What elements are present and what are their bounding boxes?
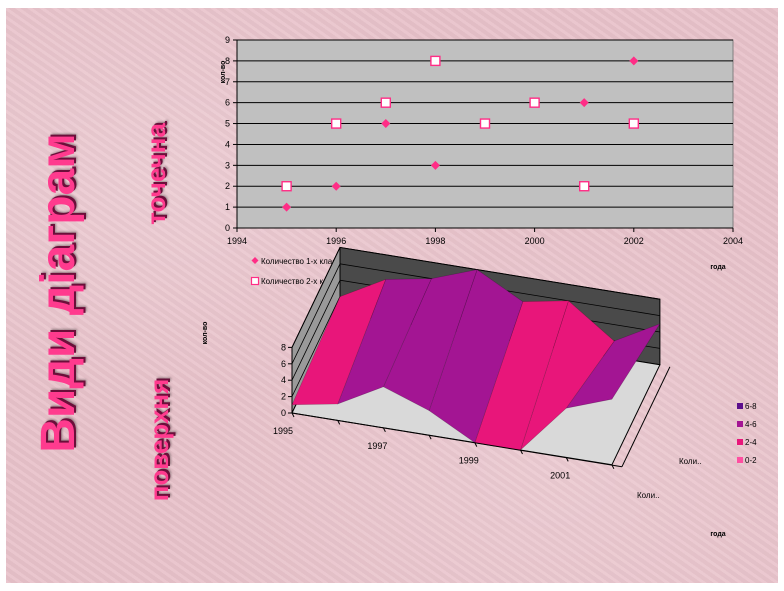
legend-swatch [737, 403, 743, 409]
y-tick-label: 3 [225, 160, 230, 170]
plot-area [236, 39, 734, 229]
z-tick-label: 4 [281, 375, 286, 385]
surface-gridline [291, 246, 660, 348]
legend-swatch [737, 457, 743, 463]
series-2-point [628, 118, 639, 129]
x-tick-label: 2002 [624, 236, 644, 246]
series-axis-label: Коли.. [679, 457, 702, 466]
series-2-point [579, 181, 590, 192]
category-tick [337, 420, 341, 425]
z-tick-label: 2 [281, 392, 286, 402]
z-tick-label: 0 [281, 408, 286, 418]
category-tick [611, 464, 615, 470]
category-tick [474, 442, 478, 447]
series-1-point [331, 181, 341, 191]
y-tick-label: 9 [225, 35, 230, 45]
y-tick-label: 6 [225, 98, 230, 108]
x-tick-label: 2004 [723, 236, 743, 246]
series-axis-line [621, 366, 671, 468]
category-tick [291, 412, 295, 418]
y-tick-label: 0 [225, 223, 230, 233]
y-tick-label: 2 [225, 181, 230, 191]
surface-gridline [291, 263, 660, 364]
series-2-point [479, 118, 491, 129]
category-tick [565, 457, 569, 462]
z-axis-label: кол-во [202, 322, 209, 345]
y-tick-label: 5 [225, 119, 230, 129]
legend-swatch [737, 421, 743, 427]
series-1-point [430, 160, 440, 170]
legend-marker-series-1 [251, 257, 259, 264]
x-axis-label: года [710, 531, 725, 538]
series-2-point [430, 55, 441, 67]
x-axis-label: года [710, 264, 725, 271]
category-tick [382, 427, 386, 433]
legend-label: 4-6 [745, 420, 757, 429]
x-tick-label: 2000 [525, 236, 545, 246]
x-tick-label: 1996 [326, 236, 346, 246]
category-tick [428, 434, 432, 440]
series-1-point [579, 98, 589, 108]
category-tick-label: 1997 [367, 441, 387, 451]
x-tick-label: 1998 [425, 236, 445, 246]
category-tick-label: 1995 [273, 426, 293, 436]
series-1-point [629, 56, 639, 66]
category-tick-label: 1999 [459, 456, 479, 466]
y-axis-label: кол-во [220, 61, 227, 84]
legend-label: 2-4 [745, 438, 757, 447]
series-2-point [529, 97, 540, 108]
y-tick-label: 4 [225, 139, 230, 149]
legend-label-series-2: Количество 2-х классов [261, 277, 349, 286]
series-1-point [381, 119, 391, 129]
x-tick-label: 1994 [227, 236, 247, 246]
y-tick-label: 1 [225, 202, 230, 212]
series-axis-label: Коли.. [637, 491, 660, 500]
z-tick-label: 8 [281, 342, 286, 352]
y-tick-label: 7 [225, 77, 230, 87]
y-tick-label: 8 [225, 56, 230, 66]
z-tick-label: 6 [281, 359, 286, 369]
legend-marker-series-2 [250, 276, 260, 286]
category-tick [520, 449, 523, 455]
scatter-chart: 0 1 2 3 4 5 6 7 8 9 1994 1996 1998 2000 2002 2004 кол-во… [220, 35, 743, 286]
category-tick-label: 2001 [550, 470, 570, 480]
legend-label: 0-2 [745, 456, 757, 465]
series-2-point [380, 97, 391, 108]
legend-label: 6-8 [745, 402, 757, 411]
series-2-point [281, 181, 292, 192]
series-1-point [282, 202, 292, 212]
legend-label-series-1: Количество 1-х классов [261, 257, 349, 266]
series-2-point [331, 118, 342, 129]
legend-swatch [737, 439, 743, 445]
surface-face [291, 278, 387, 406]
